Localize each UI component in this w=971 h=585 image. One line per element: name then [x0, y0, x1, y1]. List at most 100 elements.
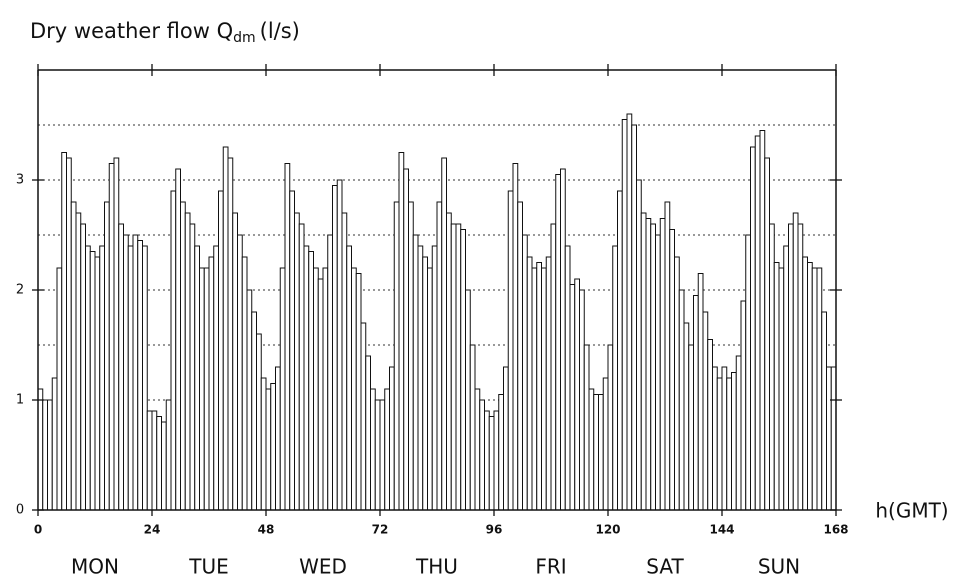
- bar: [303, 245, 310, 511]
- bar: [488, 416, 495, 511]
- x-tick-label: 144: [709, 523, 734, 537]
- bar: [712, 366, 718, 511]
- bar: [384, 388, 390, 511]
- bar: [403, 168, 409, 511]
- y-tick-label: 2: [16, 283, 24, 298]
- bar: [750, 146, 756, 511]
- bar: [650, 223, 656, 511]
- bar: [688, 344, 694, 511]
- bar: [664, 201, 671, 511]
- bar: [484, 410, 490, 511]
- bar: [640, 212, 647, 511]
- bar: [104, 201, 110, 511]
- bar: [792, 212, 799, 511]
- bar: [579, 289, 585, 511]
- bar: [740, 300, 747, 511]
- bar: [213, 245, 219, 511]
- bar: [341, 212, 348, 511]
- bar: [593, 394, 599, 511]
- x-axis-label: h(GMT): [875, 499, 948, 523]
- bar: [465, 289, 471, 511]
- day-label: SUN: [758, 555, 800, 579]
- bar: [517, 201, 523, 511]
- bar: [389, 366, 395, 511]
- bar: [735, 355, 742, 511]
- bar: [778, 267, 785, 511]
- bar: [70, 201, 77, 511]
- bar: [707, 339, 713, 511]
- bar: [617, 190, 623, 511]
- bar: [431, 245, 438, 511]
- bar: [393, 201, 400, 511]
- bar: [588, 388, 595, 511]
- y-tick-label: 3: [16, 173, 24, 188]
- bar: [678, 289, 685, 511]
- bar: [446, 212, 452, 511]
- bar: [146, 410, 153, 511]
- bar: [398, 152, 405, 511]
- day-label: FRI: [535, 555, 566, 579]
- bar: [764, 157, 770, 511]
- bar: [697, 273, 704, 511]
- bar: [156, 416, 162, 511]
- bar: [721, 366, 728, 511]
- bar: [612, 245, 618, 511]
- bar: [313, 267, 319, 511]
- bar: [731, 372, 737, 511]
- bar: [108, 163, 115, 511]
- bar: [797, 223, 804, 511]
- bar: [370, 388, 376, 511]
- bar: [61, 152, 67, 511]
- bar: [218, 190, 224, 511]
- bar: [137, 240, 143, 511]
- bar: [175, 168, 181, 511]
- bar: [469, 344, 476, 511]
- bar: [769, 223, 775, 511]
- bar: [127, 245, 134, 511]
- bar: [479, 399, 485, 511]
- day-label: TUE: [188, 555, 229, 579]
- bar: [583, 344, 590, 511]
- bar: [636, 179, 642, 511]
- bar: [80, 223, 86, 511]
- day-label: THU: [415, 555, 458, 579]
- bar: [294, 212, 300, 511]
- bar: [89, 251, 96, 511]
- bar: [574, 278, 580, 511]
- bar: [246, 289, 253, 511]
- chart-title: Dry weather flow Qdm (l/s): [30, 19, 300, 46]
- bar: [203, 267, 210, 511]
- bar: [75, 212, 82, 511]
- bar: [788, 223, 794, 511]
- bar: [555, 174, 561, 511]
- bar: [227, 157, 234, 511]
- bar: [526, 256, 533, 511]
- bar: [564, 245, 571, 511]
- bar: [674, 256, 680, 511]
- bar: [85, 245, 91, 511]
- bar: [351, 267, 357, 511]
- bar: [379, 399, 386, 511]
- bar: [569, 284, 576, 511]
- bar: [284, 163, 291, 511]
- bar: [826, 366, 832, 511]
- x-tick-label: 0: [34, 523, 42, 537]
- day-label: WED: [299, 555, 347, 579]
- bar: [531, 267, 538, 511]
- x-tick-label: 96: [486, 523, 503, 537]
- bar: [194, 245, 200, 511]
- bar: [522, 234, 528, 511]
- bar: [123, 234, 129, 511]
- bar: [355, 273, 362, 511]
- bar: [427, 267, 433, 511]
- bar: [118, 223, 124, 511]
- bar: [161, 421, 167, 511]
- bar: [132, 234, 139, 511]
- bar: [455, 223, 462, 511]
- bar: [631, 124, 637, 511]
- bar: [322, 267, 329, 511]
- bar: [279, 267, 286, 511]
- bar: [170, 190, 177, 511]
- bar: [275, 366, 281, 511]
- bar: [232, 212, 238, 511]
